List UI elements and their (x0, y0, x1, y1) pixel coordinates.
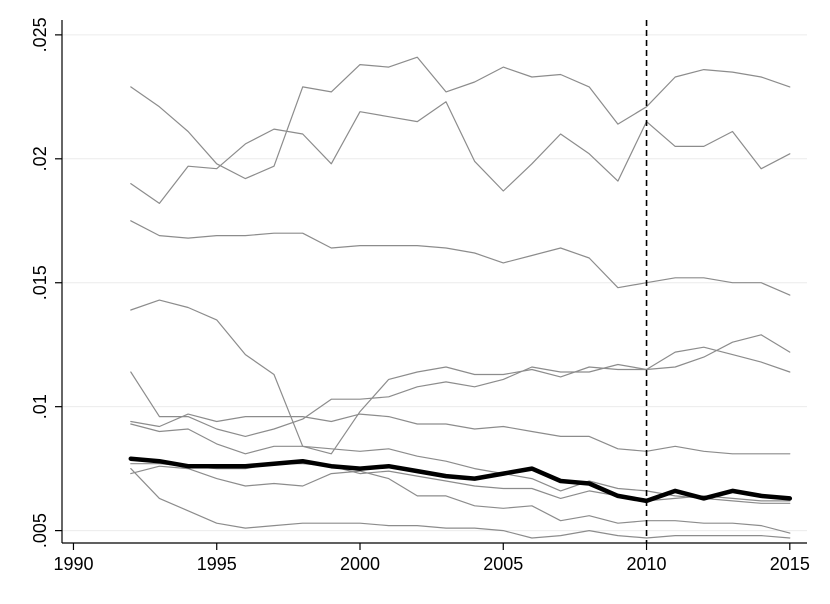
y-tick-label-1: .01 (30, 394, 50, 419)
series-lines (128, 56, 793, 539)
y-tick-label-2: .015 (30, 265, 50, 300)
series-line-8 (130, 463, 791, 502)
series-line-9 (130, 465, 791, 534)
y-tick-label-3: .02 (30, 146, 50, 171)
x-tick-label-2: 2000 (340, 554, 380, 574)
x-tick-label-5: 2015 (770, 554, 810, 574)
tick-labels: 1990 1995 2000 2005 2010 2015 .005 .01 .015 .02 .0… (30, 17, 810, 574)
series-line-1 (130, 56, 791, 180)
x-tick-label-1: 1995 (197, 554, 237, 574)
y-tick-label-0: .005 (30, 513, 50, 548)
series-line-7 (130, 423, 791, 504)
series-line-5 (130, 334, 791, 437)
x-tick-label-0: 1990 (53, 554, 93, 574)
series-line-2 (130, 101, 791, 204)
x-tick-label-3: 2005 (483, 554, 523, 574)
series-line-6 (130, 413, 791, 455)
series-line-4 (130, 299, 791, 455)
series-line-3 (130, 220, 791, 296)
gridlines (62, 34, 807, 532)
y-tick-label-4: .025 (30, 17, 50, 52)
x-tick-label-4: 2010 (627, 554, 667, 574)
series-line-11 (128, 456, 793, 504)
series-line-10 (130, 468, 791, 539)
axes (55, 20, 807, 550)
